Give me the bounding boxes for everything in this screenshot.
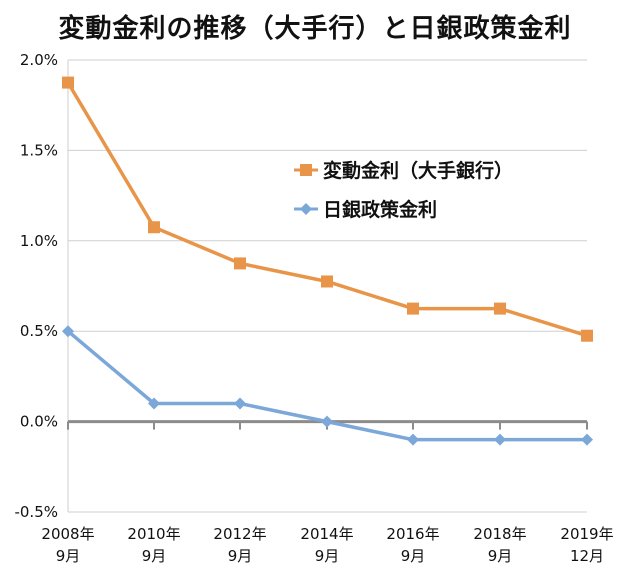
chart-title: 変動金利の推移（大手行）と日銀政策金利 <box>58 14 572 44</box>
data-point-square <box>321 275 333 288</box>
y-tick-label: 2.0% <box>20 51 58 69</box>
series-lines <box>62 76 593 446</box>
y-tick-label: 1.5% <box>20 141 58 159</box>
x-tick-label-year: 2014年 <box>300 525 353 543</box>
legend: 変動金利（大手銀行） 日銀政策金利 <box>294 159 513 221</box>
legend-marker-square <box>300 164 312 176</box>
x-tick-label-month: 9月 <box>228 547 253 565</box>
y-tick-label: -0.5% <box>14 503 58 521</box>
y-tick-label: 0.0% <box>20 413 58 431</box>
data-point-diamond <box>494 433 506 446</box>
data-point-diamond <box>321 415 333 428</box>
x-tick-label-month: 9月 <box>315 547 340 565</box>
data-point-square <box>494 302 506 315</box>
data-point-square <box>148 221 160 234</box>
x-tick-label-month: 9月 <box>56 547 81 565</box>
x-tick-label-year: 2008年 <box>41 525 94 543</box>
data-point-square <box>407 302 419 315</box>
x-tick-label-year: 2019年 <box>560 525 613 543</box>
y-tick-label: 1.0% <box>20 232 58 250</box>
y-axis-ticks: 2.0% 1.5% 1.0% 0.5% 0.0% -0.5% <box>14 51 58 521</box>
x-tick-label-month: 9月 <box>488 547 513 565</box>
x-tick-label-year: 2018年 <box>473 525 526 543</box>
x-axis-ticks: 2008年 9月 2010年 9月 2012年 9月 2014年 9月 2016年 9月 2018年… <box>41 525 613 565</box>
data-point-square <box>234 257 246 270</box>
data-point-diamond <box>234 397 246 410</box>
data-point-diamond <box>581 433 593 446</box>
gridlines <box>67 59 588 513</box>
data-point-diamond <box>407 433 419 446</box>
legend-marker-diamond <box>300 203 312 215</box>
legend-label-policy-rate: 日銀政策金利 <box>323 198 437 221</box>
x-tick-label-year: 2010年 <box>127 525 180 543</box>
x-tick-label-month: 9月 <box>401 547 426 565</box>
y-tick-label: 0.5% <box>20 322 58 340</box>
legend-item-policy-rate: 日銀政策金利 <box>294 198 437 221</box>
data-point-diamond <box>62 325 74 338</box>
legend-label-bank-rate: 変動金利（大手銀行） <box>323 159 513 182</box>
x-tick-label-month: 9月 <box>142 547 167 565</box>
data-point-square <box>581 329 593 342</box>
x-tick-label-year: 2012年 <box>213 525 266 543</box>
data-point-square <box>62 76 74 89</box>
data-point-diamond <box>148 397 160 410</box>
legend-item-bank-rate: 変動金利（大手銀行） <box>294 159 513 182</box>
x-tick-label-year: 2016年 <box>386 525 439 543</box>
x-tick-label-month: 12月 <box>570 547 604 565</box>
